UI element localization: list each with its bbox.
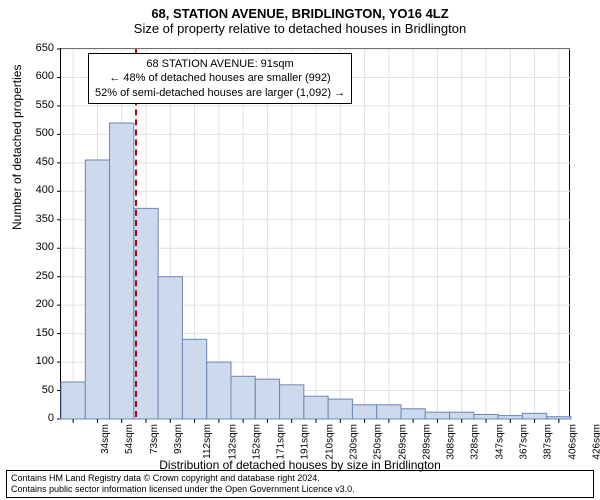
histogram-bar — [304, 396, 328, 419]
x-axis-ticks: 34sqm 54sqm 73sqm 93sqm 112sqm 132sqm 152sqm 17… — [60, 420, 570, 460]
histogram-bar — [450, 412, 474, 419]
histogram-bar — [255, 379, 279, 419]
chart-title-address: 68, STATION AVENUE, BRIDLINGTON, YO16 4L… — [0, 6, 600, 21]
footer-attribution: Contains HM Land Registry data © Crown c… — [6, 470, 594, 498]
annotation-line1: 68 STATION AVENUE: 91sqm — [95, 57, 345, 71]
footer-line2: Contains public sector information licen… — [11, 484, 589, 495]
y-tick-label: 600 — [36, 70, 54, 82]
histogram-bar — [85, 160, 109, 419]
footer-line1: Contains HM Land Registry data © Crown c… — [11, 473, 589, 484]
chart-title-subtitle: Size of property relative to detached ho… — [0, 21, 600, 36]
y-tick-label: 550 — [36, 99, 54, 111]
histogram-bar — [547, 417, 571, 419]
y-tick-label: 450 — [36, 156, 54, 168]
x-tick-label: 269sqm — [397, 424, 408, 460]
x-tick-label: 73sqm — [149, 424, 160, 454]
y-tick-label: 0 — [48, 412, 54, 424]
x-tick-label: 426sqm — [591, 424, 600, 460]
histogram-bar — [328, 399, 352, 419]
x-tick-label: 54sqm — [124, 424, 135, 454]
x-tick-label: 250sqm — [373, 424, 384, 460]
histogram-bar — [182, 339, 206, 419]
histogram-bar — [352, 405, 376, 419]
y-tick-label: 50 — [42, 384, 54, 396]
y-tick-label: 400 — [36, 184, 54, 196]
histogram-bar — [134, 208, 158, 419]
x-tick-label: 112sqm — [202, 424, 213, 459]
histogram-bar — [522, 413, 546, 419]
x-tick-label: 347sqm — [494, 424, 505, 460]
y-tick-label: 500 — [36, 127, 54, 139]
annotation-box: 68 STATION AVENUE: 91sqm ← 48% of detach… — [88, 53, 352, 104]
x-tick-label: 210sqm — [324, 424, 335, 460]
annotation-line3: 52% of semi-detached houses are larger (… — [95, 86, 345, 100]
x-tick-label: 289sqm — [421, 424, 432, 460]
histogram-bar — [498, 416, 522, 419]
chart-title-block: 68, STATION AVENUE, BRIDLINGTON, YO16 4L… — [0, 0, 600, 36]
x-tick-label: 152sqm — [251, 424, 262, 460]
y-tick-label: 650 — [36, 42, 54, 54]
histogram-bar — [425, 412, 449, 419]
x-tick-label: 34sqm — [100, 424, 111, 454]
y-tick-label: 100 — [36, 355, 54, 367]
histogram-bar — [377, 405, 401, 419]
annotation-line2: ← 48% of detached houses are smaller (99… — [95, 71, 345, 85]
x-tick-label: 308sqm — [446, 424, 457, 460]
y-axis-ticks: 050100150200250300350400450500550600650 — [0, 48, 58, 418]
histogram-bar — [474, 414, 498, 419]
histogram-bar — [61, 382, 85, 419]
x-tick-label: 132sqm — [227, 424, 238, 460]
plot-svg — [61, 49, 571, 419]
histogram-bar — [231, 376, 255, 419]
x-tick-label: 191sqm — [300, 424, 311, 460]
histogram-bar — [158, 277, 182, 419]
x-tick-label: 406sqm — [567, 424, 578, 460]
histogram-bar — [110, 123, 134, 419]
y-tick-label: 250 — [36, 270, 54, 282]
x-tick-label: 93sqm — [173, 424, 184, 454]
x-tick-label: 230sqm — [349, 424, 360, 460]
y-tick-label: 200 — [36, 298, 54, 310]
histogram-bar — [207, 362, 231, 419]
property-marker-line — [135, 49, 137, 417]
x-tick-label: 171sqm — [276, 424, 287, 460]
x-tick-label: 387sqm — [543, 424, 554, 460]
y-tick-label: 300 — [36, 241, 54, 253]
chart-container: { "header": { "line1": "68, STATION AVEN… — [0, 0, 600, 500]
histogram-bar — [401, 409, 425, 419]
y-tick-label: 150 — [36, 327, 54, 339]
y-tick-label: 350 — [36, 213, 54, 225]
plot-area: 68 STATION AVENUE: 91sqm ← 48% of detach… — [60, 48, 570, 418]
x-tick-label: 367sqm — [519, 424, 530, 460]
x-tick-label: 328sqm — [470, 424, 481, 460]
histogram-bar — [280, 385, 304, 419]
